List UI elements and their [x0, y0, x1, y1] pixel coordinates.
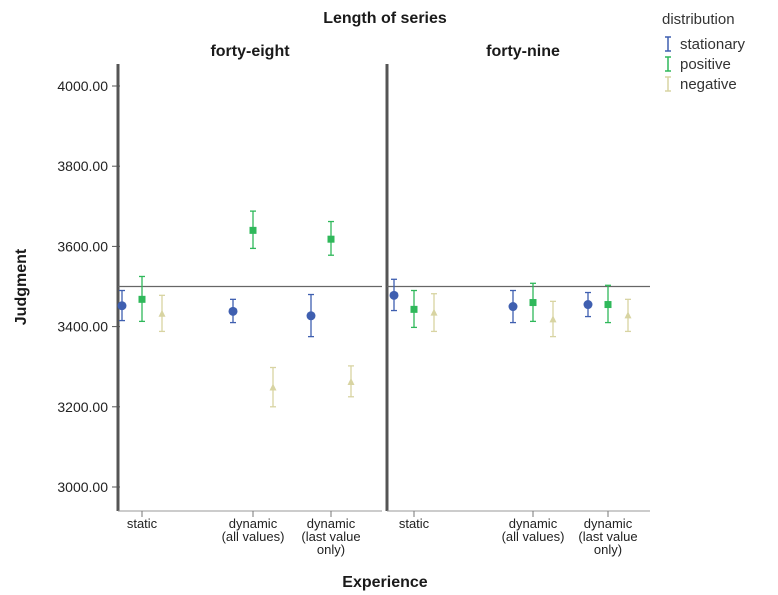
y-tick-label: 3800.00	[57, 158, 108, 174]
x-tick-label: dynamic	[229, 516, 278, 531]
data-point-stationary	[117, 301, 127, 311]
data-point-negative	[269, 383, 277, 391]
legend: distribution stationary positive negative	[662, 11, 746, 93]
data-point-stationary	[583, 300, 593, 310]
chart-marks	[117, 210, 632, 408]
data-point-positive	[410, 305, 418, 313]
panel-label-forty-nine: forty-nine	[486, 43, 560, 60]
data-point-positive	[604, 301, 612, 309]
x-tick-label: (all values)	[222, 529, 285, 544]
x-tick-label: static	[399, 516, 430, 531]
x-axis-label: Experience	[342, 574, 427, 591]
y-tick-label: 3200.00	[57, 399, 108, 415]
chart-title: Length of series	[323, 10, 447, 27]
data-point-positive	[138, 295, 146, 303]
x-tick-label: static	[127, 516, 158, 531]
data-point-stationary	[228, 306, 238, 316]
panel-label-forty-eight: forty-eight	[210, 43, 290, 60]
y-axis-ticks: 3000.00 3200.00 3400.00 3600.00 3800.00 4000.…	[57, 78, 120, 495]
data-point-positive	[529, 299, 537, 307]
legend-title: distribution	[662, 11, 735, 28]
y-tick-label: 3400.00	[57, 319, 108, 335]
x-tick-label: (last value	[301, 529, 360, 544]
data-point-stationary	[508, 302, 518, 312]
y-tick-label: 4000.00	[57, 78, 108, 94]
data-point-stationary	[389, 290, 399, 300]
data-point-negative	[549, 315, 557, 323]
data-point-positive	[327, 235, 335, 243]
x-tick-label: dynamic	[307, 516, 356, 531]
chart-panels: static dynamic(all values)dynamic(last va…	[116, 64, 650, 557]
y-tick-label: 3000.00	[57, 479, 108, 495]
x-tick-label: only)	[317, 542, 345, 557]
data-point-stationary	[306, 311, 316, 321]
x-tick-label: only)	[594, 542, 622, 557]
data-point-negative	[624, 311, 632, 319]
y-tick-label: 3600.00	[57, 238, 108, 254]
x-tick-label: dynamic	[584, 516, 633, 531]
legend-label-positive: positive	[680, 56, 731, 73]
legend-label-stationary: stationary	[680, 36, 746, 53]
legend-entries: stationary positive negative	[665, 36, 746, 93]
data-point-negative	[158, 309, 166, 317]
x-tick-label: (last value	[578, 529, 637, 544]
data-point-positive	[249, 226, 257, 234]
data-point-negative	[347, 377, 355, 385]
x-tick-label: dynamic	[509, 516, 558, 531]
legend-label-negative: negative	[680, 76, 737, 93]
y-axis-label: Judgment	[13, 248, 30, 325]
x-tick-label: (all values)	[502, 529, 565, 544]
data-point-negative	[430, 308, 438, 316]
